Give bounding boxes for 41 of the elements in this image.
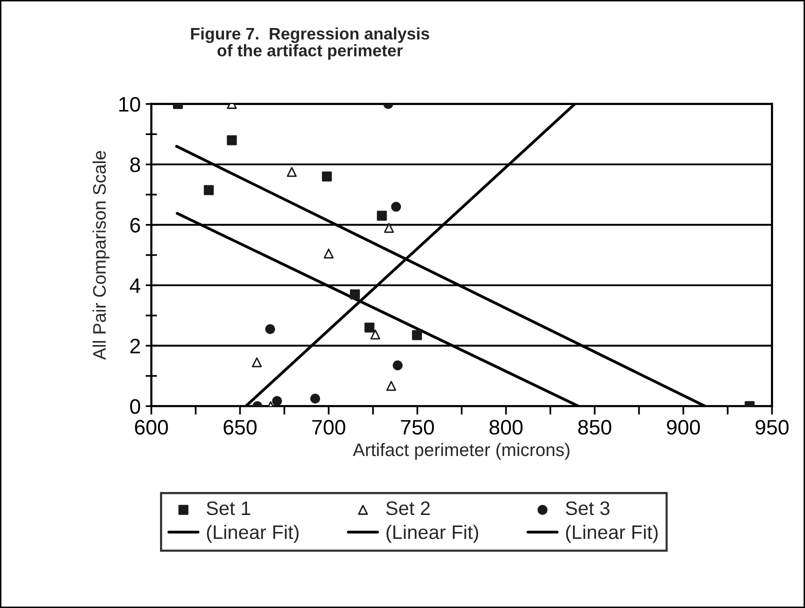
- x-tick-label: 800: [490, 420, 523, 435]
- x-tick-label: 700: [312, 420, 346, 435]
- point: [391, 202, 402, 212]
- legend-label: Set 3: [566, 501, 610, 516]
- point: [324, 248, 334, 259]
- y-tick-label: 4: [130, 278, 140, 293]
- x-axis-title: Artifact perimeter (microns): [352, 442, 570, 460]
- legend-label: Set 1: [206, 501, 250, 516]
- legend-label: (Linear Fit): [566, 524, 658, 543]
- legend-label: (Linear Fit): [206, 524, 299, 543]
- y-tick-label: 8: [130, 157, 140, 172]
- point: [370, 330, 380, 340]
- x-tick-label: 900: [666, 420, 700, 435]
- chart-title: Figure 7. Regression analysis of the artifact perimeter: [191, 27, 430, 60]
- point: [350, 289, 360, 300]
- x-tick-label: 650: [224, 420, 257, 435]
- point: [265, 324, 276, 334]
- point: [286, 166, 297, 177]
- point: [310, 394, 320, 404]
- y-tick-label: 2: [130, 338, 140, 354]
- y-tick-label: 0: [130, 399, 140, 414]
- point: [322, 172, 332, 182]
- point: [204, 185, 214, 196]
- point: [252, 357, 262, 368]
- y-tick-label: 10: [119, 96, 140, 112]
- point: [364, 322, 374, 333]
- x-tick-label: 600: [135, 420, 168, 435]
- point: [376, 210, 387, 221]
- legend-label: (Linear Fit): [386, 524, 478, 543]
- y-tick-label: 6: [130, 218, 140, 233]
- x-tick-label: 950: [756, 420, 789, 435]
- point: [386, 380, 396, 391]
- point: [384, 222, 394, 233]
- y-axis-title: All Pair Comparison Scale: [92, 150, 110, 360]
- point: [272, 396, 282, 406]
- point: [412, 330, 422, 340]
- x-tick-label: 850: [578, 420, 612, 435]
- point: [226, 135, 237, 146]
- x-tick-label: 750: [401, 420, 434, 435]
- point: [392, 360, 403, 370]
- legend-label: Set 2: [386, 501, 430, 516]
